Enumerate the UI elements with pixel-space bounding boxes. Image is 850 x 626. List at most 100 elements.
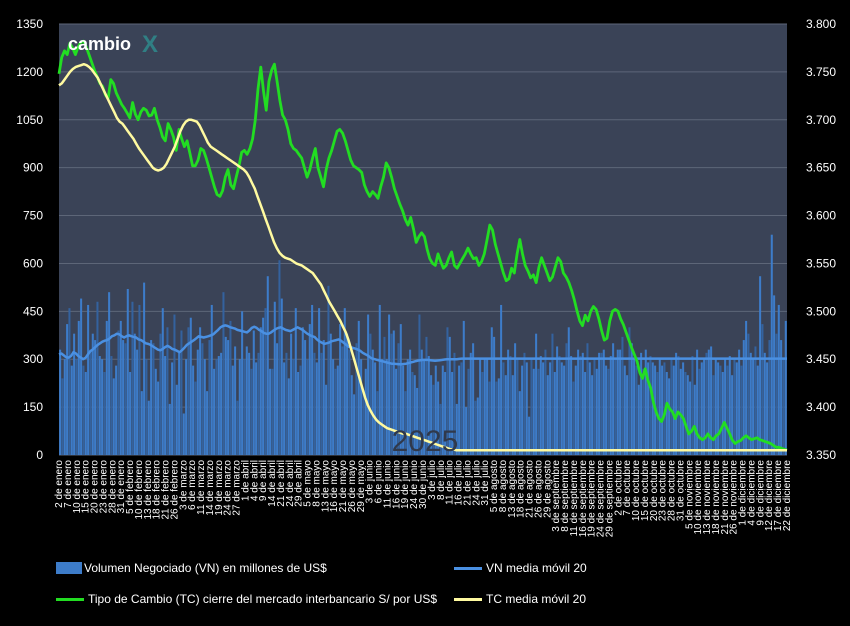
volume-bar bbox=[497, 378, 500, 455]
volume-bar bbox=[73, 333, 76, 455]
volume-bar bbox=[341, 346, 344, 455]
x-tick-label: 10 de noviembre bbox=[693, 460, 704, 535]
volume-bar bbox=[129, 371, 132, 455]
volume-bar bbox=[297, 371, 300, 455]
x-tick-label: 28 de enero bbox=[107, 460, 118, 514]
volume-bar bbox=[698, 368, 701, 455]
volume-bar bbox=[150, 340, 153, 455]
x-tick-label: 16 de junio bbox=[391, 460, 402, 509]
volume-bar bbox=[539, 356, 542, 455]
volume-bar bbox=[103, 371, 106, 455]
volume-bar bbox=[598, 352, 601, 455]
volume-bar bbox=[173, 314, 176, 455]
volume-bar bbox=[126, 288, 129, 455]
volume-bar bbox=[432, 384, 435, 455]
x-tick-label: 15 de octubre bbox=[640, 460, 651, 522]
volume-bar bbox=[425, 336, 428, 455]
x-tick-label: 2 de octubre bbox=[613, 460, 624, 516]
x-tick-label: 8 de septiembre bbox=[560, 460, 571, 532]
x-tick-label: 17 de diciembre bbox=[773, 460, 784, 532]
x-tick-label: 2 de enero bbox=[54, 460, 65, 508]
x-tick-label: 21 de julio bbox=[462, 460, 473, 506]
legend-item-vn-ma: VN media móvil 20 bbox=[454, 561, 587, 575]
volume-bar bbox=[427, 356, 430, 455]
volume-bar bbox=[742, 340, 745, 455]
volume-bar bbox=[584, 371, 587, 455]
volume-bar bbox=[423, 359, 426, 455]
volume-bar bbox=[416, 387, 419, 455]
x-tick-label: 10 de enero bbox=[72, 460, 83, 514]
volume-bar bbox=[322, 340, 325, 455]
volume-bar bbox=[637, 384, 640, 455]
volume-bar bbox=[124, 343, 127, 455]
volume-bar bbox=[528, 416, 531, 455]
volume-bar bbox=[231, 365, 234, 455]
volume-bar bbox=[448, 336, 451, 455]
x-tick-label: 31 de octubre bbox=[676, 460, 687, 522]
volume-bar bbox=[222, 292, 225, 455]
volume-bar bbox=[178, 352, 181, 455]
volume-bar bbox=[777, 304, 780, 455]
volume-bar bbox=[411, 371, 414, 455]
right-tick-label: 3.400 bbox=[806, 400, 836, 414]
volume-bar bbox=[339, 324, 342, 455]
volume-bar bbox=[488, 381, 491, 455]
x-tick-label: 3 de marzo bbox=[178, 460, 189, 510]
volume-bar bbox=[355, 343, 358, 455]
right-tick-label: 3.550 bbox=[806, 256, 836, 270]
volume-bar bbox=[350, 375, 353, 455]
volume-bar bbox=[437, 381, 440, 455]
volume-bar bbox=[731, 375, 734, 455]
volume-bar bbox=[185, 359, 188, 455]
volume-bar bbox=[252, 330, 255, 455]
x-tick-label: 13 de febrero bbox=[143, 460, 154, 520]
volume-bar bbox=[572, 381, 575, 455]
right-axis-ticks: 3.350 3.400 3.450 3.500 3.550 3.600 3.650 3.700… bbox=[806, 17, 836, 462]
x-tick-label: 16 de julio bbox=[454, 460, 465, 506]
x-tick-label: 15 de enero bbox=[81, 460, 92, 514]
x-tick-label: 22 de diciembre bbox=[782, 460, 793, 532]
volume-bar bbox=[481, 371, 484, 455]
x-tick-label: 18 de noviembre bbox=[711, 460, 722, 535]
volume-bar bbox=[182, 413, 185, 455]
volume-bar bbox=[696, 349, 699, 455]
legend-label-tc-ma: TC media móvil 20 bbox=[486, 592, 587, 606]
x-tick-label: 26 de febrero bbox=[169, 460, 180, 520]
volume-bar bbox=[273, 301, 276, 455]
volume-bar bbox=[206, 391, 209, 455]
volume-bar bbox=[644, 349, 647, 455]
volume-bar bbox=[640, 352, 643, 455]
volume-bar bbox=[768, 340, 771, 455]
x-tick-label: 11 de junio bbox=[383, 460, 394, 509]
volume-bar bbox=[530, 359, 533, 455]
volume-bar bbox=[159, 333, 162, 455]
volume-bar bbox=[476, 397, 479, 455]
volume-bar bbox=[196, 349, 199, 455]
x-tick-label: 9 de diciembre bbox=[755, 460, 766, 526]
volume-bar bbox=[509, 356, 512, 455]
volume-bar bbox=[168, 403, 171, 455]
legend-label-volume: Volumen Negociado (VN) en millones de US… bbox=[84, 561, 327, 575]
volume-bar bbox=[395, 368, 398, 455]
right-tick-label: 3.650 bbox=[806, 161, 836, 175]
x-tick-label: 13 de agosto bbox=[507, 460, 518, 518]
volume-bar bbox=[164, 356, 167, 455]
volume-bar bbox=[61, 378, 64, 455]
volume-bar bbox=[581, 352, 584, 455]
volume-bar bbox=[257, 352, 260, 455]
volume-bar bbox=[208, 340, 211, 455]
x-tick-label: 19 de junio bbox=[400, 460, 411, 509]
x-tick-label: 29 de agosto bbox=[542, 460, 553, 518]
volume-bar bbox=[600, 352, 603, 455]
volume-bar bbox=[66, 324, 69, 455]
x-tick-label: 12 de diciembre bbox=[764, 460, 775, 532]
volume-bar bbox=[605, 365, 608, 455]
volume-bar bbox=[390, 333, 393, 455]
x-tick-label: 29 de mayo bbox=[356, 460, 367, 513]
x-tick-label: 29 de abril bbox=[294, 460, 305, 507]
x-tick-label: 8 de julio bbox=[436, 460, 447, 500]
volume-bar bbox=[115, 365, 118, 455]
legend-swatch-tc-ma bbox=[454, 597, 482, 601]
